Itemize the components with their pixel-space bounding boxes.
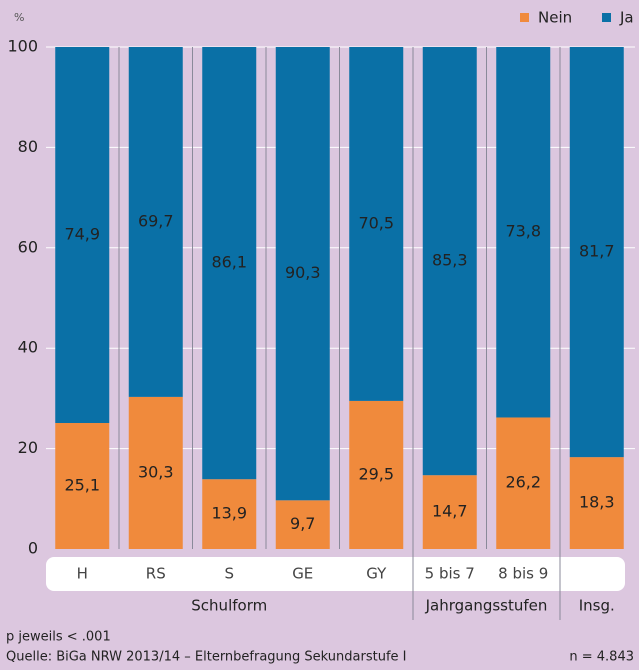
data-label: 81,7	[579, 242, 615, 261]
bar-segment	[128, 47, 183, 397]
category-box	[46, 557, 625, 591]
note: Quelle: BiGa NRW 2013/14 – Elternbefragu…	[6, 650, 407, 665]
x-tick-label: 5 bis 7	[425, 565, 475, 583]
bar-segment	[55, 47, 110, 423]
note: n = 4.843	[569, 650, 634, 665]
bar-segment	[128, 396, 183, 549]
bar-segment	[55, 422, 110, 549]
data-label: 85,3	[432, 251, 468, 270]
y-tick-label: 100	[7, 37, 38, 56]
data-label: 74,9	[64, 224, 100, 243]
x-tick-label: GY	[366, 565, 387, 583]
x-tick-label: RS	[146, 565, 166, 583]
y-tick-label: 20	[18, 438, 38, 457]
bar-segment	[569, 457, 624, 549]
x-tick-label: GE	[292, 565, 313, 583]
bar-segment	[202, 479, 257, 549]
data-label: 9,7	[290, 514, 315, 533]
bar-segment	[422, 475, 477, 549]
bar-segment	[496, 47, 551, 418]
data-label: 86,1	[211, 253, 247, 272]
x-tick-label: S	[224, 565, 234, 583]
data-label: 13,9	[211, 504, 247, 523]
bar-segment	[349, 47, 404, 401]
y-tick-label: 40	[18, 338, 38, 357]
group-label: Jahrgangsstufen	[425, 597, 548, 615]
x-tick-label: 8 bis 9	[498, 565, 548, 583]
data-label: 70,5	[358, 213, 394, 232]
legend-label: Ja	[619, 9, 634, 27]
bar-segment	[275, 47, 330, 501]
note: p jeweils < .001	[6, 630, 111, 645]
legend-swatch	[602, 13, 611, 22]
bar-segment	[569, 47, 624, 458]
y-tick-label: 80	[18, 137, 38, 156]
bar-segment	[202, 47, 257, 480]
group-label: Schulform	[191, 597, 267, 615]
data-label: 14,7	[432, 502, 468, 521]
data-label: 18,3	[579, 493, 615, 512]
data-label: 30,3	[138, 462, 174, 481]
data-label: 73,8	[505, 222, 541, 241]
bar-segment	[275, 500, 330, 549]
bar-segment	[496, 417, 551, 549]
legend-label: Nein	[538, 9, 572, 27]
data-label: 26,2	[505, 473, 541, 492]
y-tick-label: 60	[18, 237, 38, 256]
data-label: 29,5	[358, 464, 394, 483]
legend-swatch	[520, 13, 529, 22]
data-label: 25,1	[64, 475, 100, 494]
bar-segment	[422, 47, 477, 476]
y-tick-label: 0	[28, 539, 38, 558]
group-label: Insg.	[579, 597, 615, 615]
x-tick-label: H	[77, 565, 88, 583]
bar-segment	[349, 400, 404, 549]
data-label: 69,7	[138, 211, 174, 230]
data-label: 90,3	[285, 263, 321, 282]
y-unit: %	[14, 11, 24, 24]
